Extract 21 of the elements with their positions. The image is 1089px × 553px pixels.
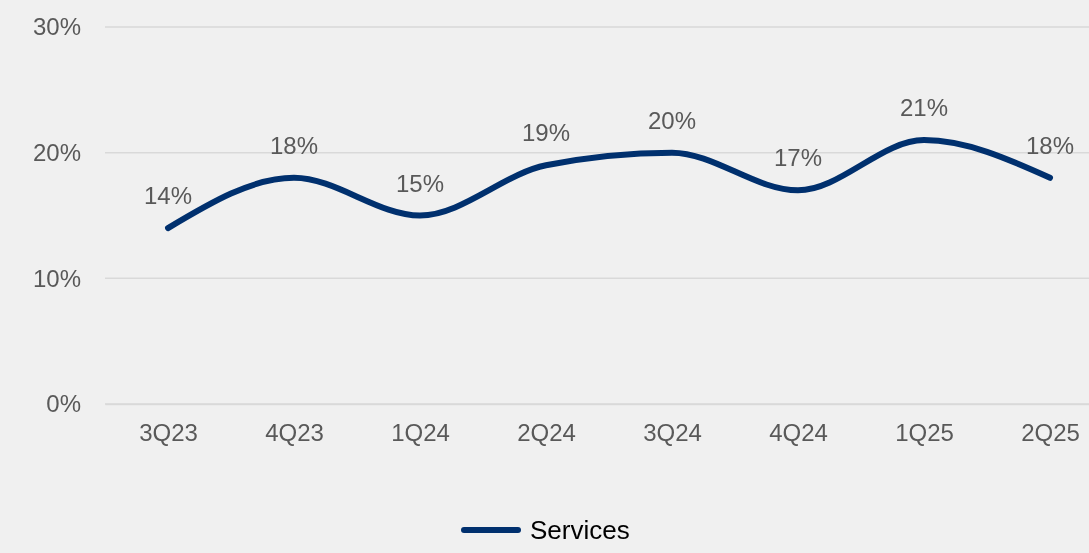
data-label: 18% [269, 131, 319, 159]
data-label: 18% [1025, 131, 1075, 159]
x-tick-label: 4Q23 [265, 419, 324, 447]
data-label: 20% [647, 106, 697, 134]
x-tick-label: 1Q24 [391, 419, 450, 447]
x-tick-label: 3Q24 [643, 419, 702, 447]
data-label: 14% [143, 182, 193, 210]
x-tick-label: 2Q24 [517, 419, 576, 447]
y-tick-label: 0% [46, 390, 81, 418]
data-label: 17% [773, 144, 823, 172]
y-tick-label: 30% [32, 13, 81, 41]
legend-label: Services [530, 515, 630, 545]
x-tick-label: 1Q25 [895, 419, 954, 447]
data-label: 21% [899, 94, 949, 122]
x-tick-label: 4Q24 [769, 419, 828, 447]
data-label: 19% [521, 119, 571, 147]
y-tick-label: 20% [32, 138, 81, 166]
data-label: 15% [395, 169, 445, 197]
x-tick-label: 3Q23 [139, 419, 198, 447]
x-tick-label: 2Q25 [1021, 419, 1080, 447]
y-tick-label: 10% [32, 264, 81, 292]
